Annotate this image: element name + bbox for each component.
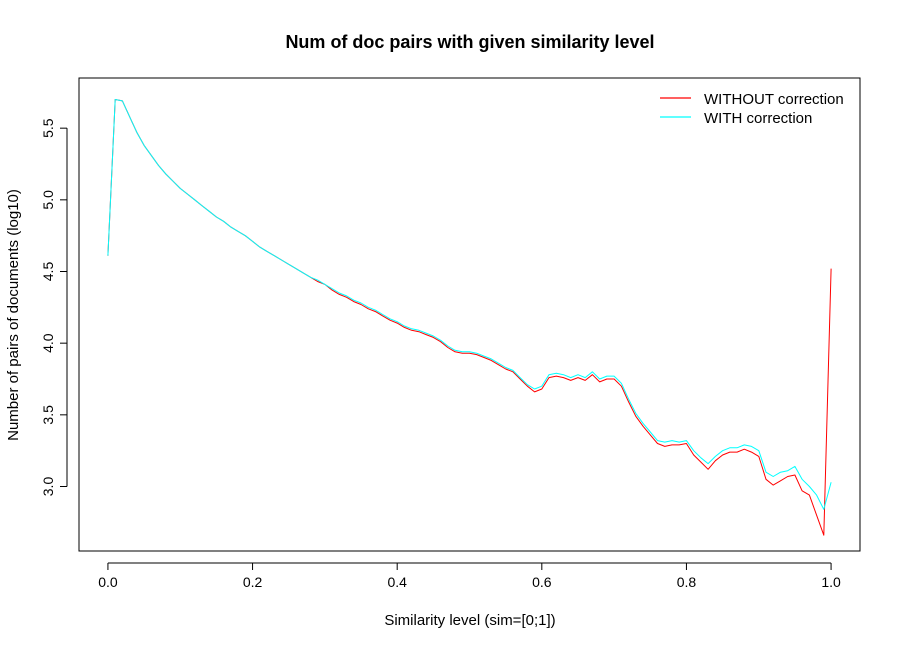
legend-label-without-correction: WITHOUT correction	[704, 91, 844, 108]
x-tick-label: 0.0	[98, 574, 118, 590]
y-tick-label: 4.0	[40, 333, 56, 353]
y-tick-label: 5.5	[40, 118, 56, 138]
y-axis-label: Number of pairs of documents (log10)	[5, 189, 22, 441]
series-line-with-correction	[107, 99, 832, 510]
x-tick-label: 0.2	[243, 574, 263, 590]
series-line-without-correction	[107, 99, 832, 536]
plot-area-frame	[78, 77, 861, 552]
y-tick-label: 5.0	[40, 190, 56, 210]
y-tick-label: 3.0	[40, 477, 56, 497]
x-axis-label: Similarity level (sim=[0;1])	[384, 612, 555, 629]
x-tick-label: 0.4	[387, 574, 407, 590]
x-tick-label: 0.8	[677, 574, 697, 590]
x-tick-label: 0.6	[532, 574, 552, 590]
legend-label-with-correction: WITH correction	[704, 110, 812, 127]
x-tick-label: 1.0	[821, 574, 841, 590]
chart-title: Num of doc pairs with given similarity l…	[285, 32, 654, 52]
y-tick-label: 3.5	[40, 405, 56, 425]
series-lines	[107, 99, 832, 536]
legend: WITHOUT correction WITH correction	[660, 91, 844, 127]
x-axis: 0.0 0.2 0.4 0.6 0.8 1.0	[98, 562, 841, 590]
y-axis: 3.0 3.5 4.0 4.5 5.0 5.5	[40, 118, 68, 497]
y-tick-label: 4.5	[40, 262, 56, 282]
